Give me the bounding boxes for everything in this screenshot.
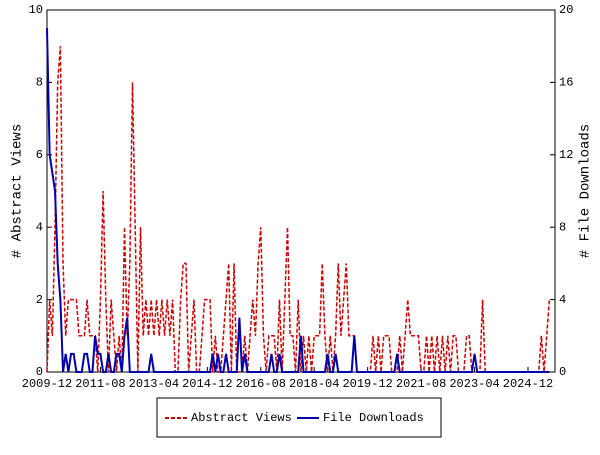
- x-tick-label: 2023-04: [449, 377, 499, 391]
- plot-frame: [46, 9, 556, 373]
- y2-tick-label: 0: [559, 365, 566, 379]
- x-tick-label: 2021-08: [396, 377, 446, 391]
- legend-label: Abstract Views: [191, 411, 292, 425]
- x-tick-label: 2011-08: [75, 377, 125, 391]
- y2-tick-label: 20: [559, 3, 573, 17]
- x-tick-label: 2009-12: [22, 377, 72, 391]
- y2-tick-label: 4: [559, 293, 566, 307]
- x-tick-label: 2016-08: [236, 377, 286, 391]
- y2-tick-label: 12: [559, 148, 573, 162]
- y-tick-label: 0: [36, 365, 43, 379]
- x-tick-label: 2019-12: [342, 377, 392, 391]
- y-tick-label: 8: [36, 76, 43, 90]
- y2-tick-label: 16: [559, 76, 573, 90]
- x-tick-label: 2018-04: [289, 377, 339, 391]
- x-tick-label: 2014-12: [182, 377, 232, 391]
- series-line: [46, 28, 550, 373]
- y-tick-label: 4: [36, 220, 43, 234]
- x-tick-label: 2024-12: [503, 377, 553, 391]
- x-tick-label: 2013-04: [129, 377, 179, 391]
- y-tick-label: 10: [29, 3, 43, 17]
- y-tick-label: 2: [36, 293, 43, 307]
- y2-axis-label: # File Downloads: [578, 124, 594, 258]
- y-axis-label: # Abstract Views: [10, 124, 26, 258]
- y-tick-label: 6: [36, 148, 43, 162]
- legend-label: File Downloads: [323, 411, 424, 425]
- series-line: [46, 46, 551, 373]
- y2-tick-label: 8: [559, 220, 566, 234]
